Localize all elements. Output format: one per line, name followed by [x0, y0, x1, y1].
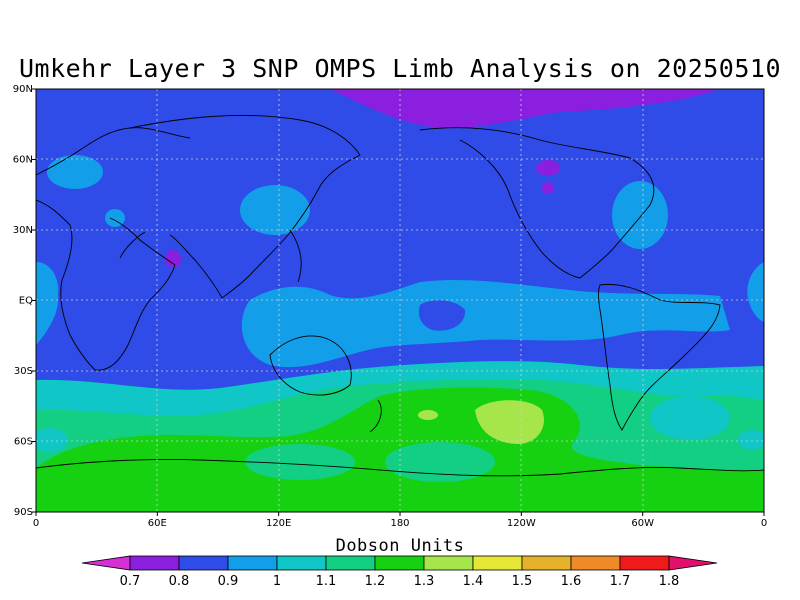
colorbar-label: 1.7 — [610, 574, 631, 589]
field-south-west-patch — [36, 428, 68, 452]
colorbar-label: 1.4 — [463, 574, 484, 589]
colorbar-label: 1.8 — [659, 574, 680, 589]
colorbar-label: 0.9 — [218, 574, 239, 589]
x-tick-label: 0 — [33, 518, 39, 529]
y-tick-label: 30N — [13, 225, 33, 236]
colorbar-label: 1 — [273, 574, 281, 589]
field-us-east-high — [612, 181, 668, 249]
x-tick-label: 60W — [631, 518, 654, 529]
colorbar-label: 0.7 — [120, 574, 141, 589]
x-tick-label: 60E — [148, 518, 167, 529]
field-south-east-patch — [738, 430, 764, 450]
x-tick-label: 120E — [266, 518, 291, 529]
x-tick-label: 120W — [507, 518, 536, 529]
field-south-pacific-patch — [385, 442, 495, 482]
coastlines — [36, 114, 764, 477]
ozone-field — [36, 89, 764, 512]
colorbar-label: 1.5 — [512, 574, 533, 589]
colorbar-swatch — [521, 555, 572, 571]
colorbar-swatch — [570, 555, 621, 571]
colorbar-swatch — [619, 555, 670, 571]
colorbar-label: 1.6 — [561, 574, 582, 589]
y-tick-label: 90N — [13, 84, 33, 95]
colorbar-swatch — [227, 555, 278, 571]
colorbar-swatch — [423, 555, 474, 571]
field-arctic-low — [330, 89, 720, 129]
field-canada-low-2 — [542, 182, 554, 194]
field-east-asia-high — [240, 185, 310, 235]
field-south-indian-patch — [245, 444, 355, 480]
y-tick-label: 60S — [14, 437, 33, 448]
colorbar-label: 1.1 — [316, 574, 337, 589]
colorbar-swatch — [276, 555, 327, 571]
colorbar: 0.7 0.8 0.9 1 1.1 1.2 1.3 1.4 1.5 1.6 1.7 1.8 — [81, 555, 718, 589]
colorbar-label: 1.2 — [365, 574, 386, 589]
colorbar-label: 0.8 — [169, 574, 190, 589]
x-tick-label: 0 — [761, 518, 767, 529]
colorbar-under-triangle — [81, 555, 131, 571]
y-tick-label: EQ — [19, 296, 33, 307]
field-india-low — [165, 250, 181, 268]
y-tick-label: 30S — [14, 366, 33, 377]
field-north-atlantic-high — [47, 155, 103, 189]
field-canada-low-1 — [536, 160, 560, 176]
field-south-pacific-max — [475, 400, 544, 444]
colorbar-swatch — [178, 555, 229, 571]
colorbar-swatch — [374, 555, 425, 571]
field-small-max — [418, 410, 438, 420]
y-tick-label: 90S — [14, 507, 33, 518]
field-central-pacific-low — [418, 300, 466, 331]
y-tick-label: 60N — [13, 155, 33, 166]
x-tick-label: 180 — [390, 518, 409, 529]
colorbar-swatch — [325, 555, 376, 571]
field-arabia-high — [105, 209, 125, 227]
x-axis-ticks: 0 60E 120E 180 120W 60W 0 — [33, 512, 767, 529]
colorbar-title: Dobson Units — [335, 536, 465, 556]
colorbar-swatch — [472, 555, 523, 571]
field-south-atlantic-patch — [650, 396, 730, 440]
y-axis-ticks: 90N 60N 30N EQ 30S 60S 90S — [13, 84, 36, 518]
grid-lines — [36, 89, 764, 512]
colorbar-over-triangle — [668, 555, 718, 571]
colorbar-label: 1.3 — [414, 574, 435, 589]
colorbar-swatch — [129, 555, 180, 571]
map-title: Umkehr Layer 3 SNP OMPS Limb Analysis on… — [18, 54, 781, 83]
